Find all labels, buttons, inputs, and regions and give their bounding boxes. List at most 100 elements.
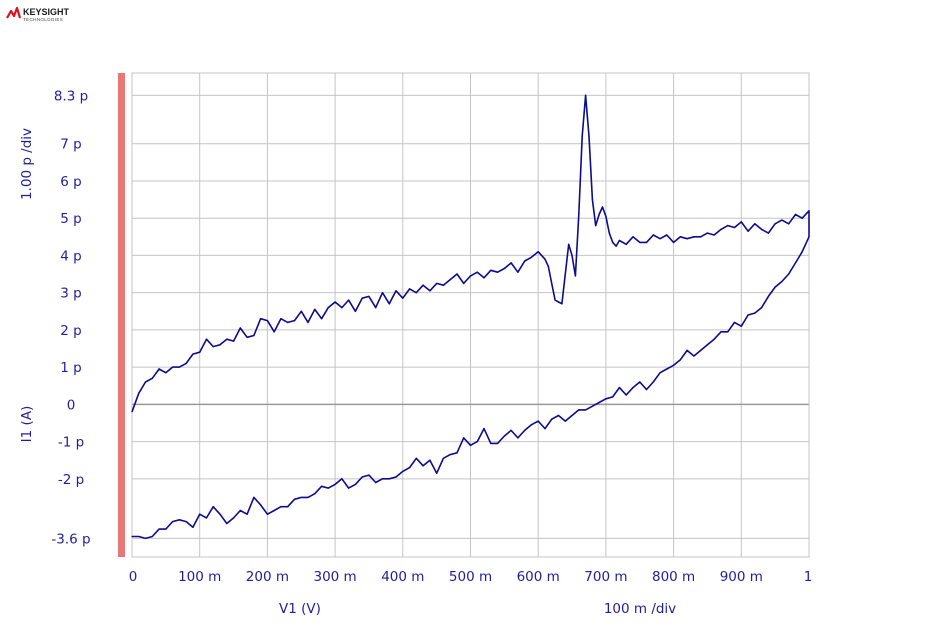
data-point <box>239 509 241 512</box>
data-point <box>497 442 499 444</box>
data-point <box>632 387 634 389</box>
data-point <box>442 457 444 459</box>
data-point <box>754 223 756 225</box>
data-point <box>151 377 153 379</box>
data-point <box>463 282 465 284</box>
data-point <box>307 321 309 323</box>
data-point <box>185 521 187 523</box>
data-point <box>144 381 147 383</box>
y-tick-label: -1 p <box>58 435 84 451</box>
y-tick-label: -2 p <box>58 472 84 488</box>
data-point <box>212 506 214 508</box>
data-point <box>368 474 370 476</box>
data-point <box>652 234 654 236</box>
x-tick-label: 1 <box>804 569 813 585</box>
data-point <box>544 428 546 430</box>
data-point <box>280 506 282 508</box>
data-point <box>273 331 275 333</box>
data-point <box>595 225 597 227</box>
y-axis-ticks: 8.3 p 7 p 6 p 5 p 4 p 3 p 2 p 1 p 0 -1 p -2 p -3.6 … <box>51 88 90 547</box>
data-point <box>158 368 160 370</box>
data-point <box>253 496 255 498</box>
data-point <box>794 213 797 216</box>
data-point <box>733 226 736 229</box>
data-point <box>165 528 167 530</box>
data-point <box>456 452 458 454</box>
data-point <box>361 297 363 299</box>
data-point <box>659 372 661 374</box>
data-point <box>144 537 147 540</box>
data-point <box>605 398 607 400</box>
data-point <box>581 135 583 137</box>
data-point <box>483 428 485 430</box>
data-point <box>266 320 268 322</box>
data-point <box>205 338 208 340</box>
data-point <box>530 424 533 426</box>
data-point <box>706 232 709 234</box>
data-point <box>219 344 221 346</box>
data-point <box>666 368 668 370</box>
data-point <box>205 517 208 519</box>
keysight-logo-subtext: TECHNOLOGIES <box>23 17 63 22</box>
data-point <box>686 349 688 351</box>
data-point <box>693 355 695 357</box>
data-point <box>300 496 302 498</box>
data-point <box>449 279 451 281</box>
data-point <box>266 513 268 515</box>
data-point <box>761 228 763 230</box>
data-point <box>561 303 563 305</box>
keysight-logo: KEYSIGHT TECHNOLOGIES <box>6 6 70 22</box>
x-scale-label: 100 m /div <box>604 601 676 617</box>
data-point <box>713 338 715 340</box>
x-tick-label: 600 m <box>517 569 560 585</box>
data-point <box>720 331 722 333</box>
data-point <box>598 401 600 404</box>
data-point <box>588 135 590 137</box>
data-point <box>178 519 180 521</box>
data-point <box>307 496 309 498</box>
data-point <box>564 273 566 275</box>
data-point <box>585 94 587 96</box>
y-tick-label: 8.3 p <box>54 88 88 104</box>
data-point <box>253 334 255 337</box>
data-point <box>388 303 390 305</box>
data-point <box>801 217 803 219</box>
data-point <box>280 318 282 320</box>
data-point <box>287 321 289 323</box>
data-point <box>185 362 187 364</box>
data-point <box>679 359 682 361</box>
data-point <box>794 262 797 264</box>
data-point <box>469 444 472 446</box>
data-point <box>375 307 377 309</box>
data-point <box>436 282 438 284</box>
data-point <box>503 435 505 437</box>
data-point <box>686 238 688 240</box>
data-point <box>632 236 634 238</box>
data-point <box>801 251 803 253</box>
data-point <box>679 236 682 238</box>
data-point <box>612 396 614 398</box>
data-point <box>226 522 228 525</box>
data-point <box>463 437 465 439</box>
data-point <box>510 262 512 264</box>
y-tick-label: 1 p <box>60 360 81 376</box>
data-point <box>639 381 641 383</box>
data-point <box>172 521 174 523</box>
data-point <box>402 297 404 299</box>
data-point <box>601 206 604 208</box>
data-point <box>260 318 262 320</box>
data-point <box>740 325 742 327</box>
data-point <box>510 429 512 431</box>
data-point <box>409 288 411 290</box>
x-tick-label: 400 m <box>381 569 424 585</box>
data-point <box>706 344 709 346</box>
data-point <box>733 321 736 323</box>
data-point <box>767 295 770 297</box>
x-axis-label: V1 (V) <box>279 601 321 617</box>
data-point <box>571 414 573 417</box>
data-point <box>537 251 539 253</box>
data-point <box>219 513 221 515</box>
data-point <box>354 483 356 485</box>
data-point <box>568 243 570 245</box>
data-point <box>422 284 424 286</box>
